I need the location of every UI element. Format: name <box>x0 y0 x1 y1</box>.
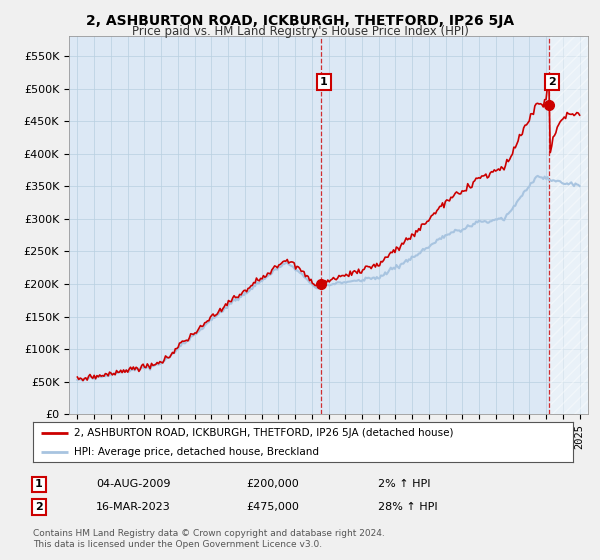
Text: 2: 2 <box>548 77 556 87</box>
Text: 04-AUG-2009: 04-AUG-2009 <box>96 479 170 489</box>
Text: HPI: Average price, detached house, Breckland: HPI: Average price, detached house, Brec… <box>74 447 319 457</box>
Text: 28% ↑ HPI: 28% ↑ HPI <box>378 502 437 512</box>
Text: 2: 2 <box>35 502 43 512</box>
Text: 16-MAR-2023: 16-MAR-2023 <box>96 502 171 512</box>
Bar <box>550 36 600 414</box>
Text: 1: 1 <box>320 77 328 87</box>
Text: Contains HM Land Registry data © Crown copyright and database right 2024.
This d: Contains HM Land Registry data © Crown c… <box>33 529 385 549</box>
Text: 1: 1 <box>35 479 43 489</box>
Text: 2% ↑ HPI: 2% ↑ HPI <box>378 479 431 489</box>
Text: £475,000: £475,000 <box>246 502 299 512</box>
Bar <box>550 36 600 414</box>
Text: 2, ASHBURTON ROAD, ICKBURGH, THETFORD, IP26 5JA (detached house): 2, ASHBURTON ROAD, ICKBURGH, THETFORD, I… <box>74 428 453 438</box>
Text: 2, ASHBURTON ROAD, ICKBURGH, THETFORD, IP26 5JA: 2, ASHBURTON ROAD, ICKBURGH, THETFORD, I… <box>86 14 514 28</box>
Text: Price paid vs. HM Land Registry's House Price Index (HPI): Price paid vs. HM Land Registry's House … <box>131 25 469 38</box>
Text: £200,000: £200,000 <box>246 479 299 489</box>
